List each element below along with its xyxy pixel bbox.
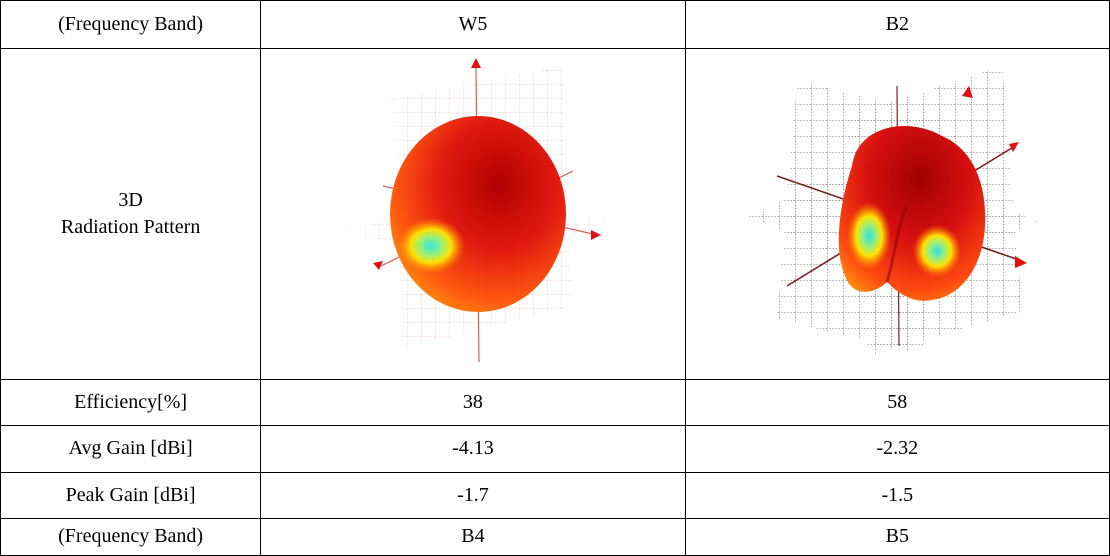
b2-lobe-hotspot-left xyxy=(847,202,892,271)
efficiency-row: Efficiency[%] 38 58 xyxy=(0,378,1110,427)
avg-gain-row: Avg Gain [dBi] -4.13 -2.32 xyxy=(0,425,1110,473)
w5-radiation-lobe xyxy=(389,116,566,313)
frequency-band-row-top: (Frequency Band) W5 B2 xyxy=(0,0,1110,50)
efficiency-b2-value: 58 xyxy=(684,378,1110,427)
b2-axis-arrow-3 xyxy=(962,86,974,99)
band-w5-header: W5 xyxy=(260,0,686,50)
w5-lobe-hotspot xyxy=(396,218,465,275)
b2-lobe-fold xyxy=(885,205,909,283)
b2-pattern-cell xyxy=(684,48,1110,380)
peak-gain-w5-value: -1.7 xyxy=(260,471,686,519)
b2-axis-arrow-2 xyxy=(1009,142,1020,153)
w5-axis-arrow-y xyxy=(590,230,601,241)
b2-axis-arrow-1 xyxy=(1015,256,1028,269)
w5-axis-arrow-z xyxy=(470,58,481,69)
frequency-band-label-2: (Frequency Band) xyxy=(0,517,262,556)
avg-gain-b2-value: -2.32 xyxy=(684,425,1110,473)
radiation-pattern-row: 3D Radiation Pattern xyxy=(0,48,1110,380)
w5-axis-arrow-x xyxy=(372,261,383,271)
radiation-pattern-label: 3D Radiation Pattern xyxy=(0,48,262,380)
radiation-pattern-label-line1: 3D xyxy=(118,189,143,212)
frequency-band-label: (Frequency Band) xyxy=(0,0,262,50)
w5-pattern-cell xyxy=(260,48,686,380)
avg-gain-label: Avg Gain [dBi] xyxy=(0,425,262,473)
w5-radiation-pattern-image xyxy=(342,58,608,363)
frequency-band-row-bottom: (Frequency Band) B4 B5 xyxy=(0,517,1110,556)
avg-gain-w5-value: -4.13 xyxy=(260,425,686,473)
peak-gain-row: Peak Gain [dBi] -1.7 -1.5 xyxy=(0,471,1110,519)
band-b4-header: B4 xyxy=(260,517,686,556)
efficiency-label: Efficiency[%] xyxy=(0,378,262,427)
b2-lobe-hotspot-right xyxy=(913,225,962,278)
band-b5-header: B5 xyxy=(684,517,1110,556)
peak-gain-label: Peak Gain [dBi] xyxy=(0,471,262,519)
efficiency-w5-value: 38 xyxy=(260,378,686,427)
b2-radiation-pattern-image xyxy=(749,66,1038,357)
band-b2-header: B2 xyxy=(684,0,1110,50)
peak-gain-b2-value: -1.5 xyxy=(684,471,1110,519)
radiation-pattern-label-line2: Radiation Pattern xyxy=(60,216,201,239)
